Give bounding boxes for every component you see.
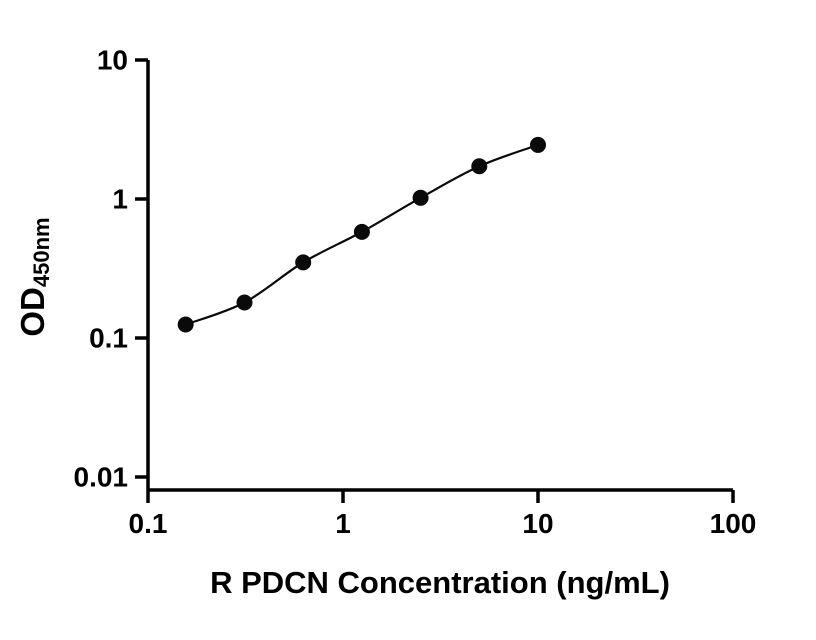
data-point xyxy=(177,316,194,333)
y-tick-label: 10 xyxy=(97,45,128,76)
data-point xyxy=(530,136,546,153)
x-tick-label: 100 xyxy=(710,508,757,539)
data-point xyxy=(295,254,312,271)
y-tick-label: 0.01 xyxy=(74,462,129,493)
y-axis-title-main: OD xyxy=(14,287,51,337)
y-axis-title: OD450nm xyxy=(14,217,54,336)
x-tick-label: 0.1 xyxy=(129,508,168,539)
y-tick-label: 1 xyxy=(112,184,128,215)
data-point xyxy=(236,294,253,311)
data-point xyxy=(471,158,488,175)
y-axis-title-sub: 450nm xyxy=(29,217,54,287)
x-tick-label: 10 xyxy=(522,508,553,539)
x-axis-title: R PDCN Concentration (ng/mL) xyxy=(210,565,670,600)
y-tick-label: 0.1 xyxy=(89,323,128,354)
data-point xyxy=(353,223,370,240)
data-point xyxy=(412,189,429,206)
x-tick-label: 1 xyxy=(335,508,351,539)
